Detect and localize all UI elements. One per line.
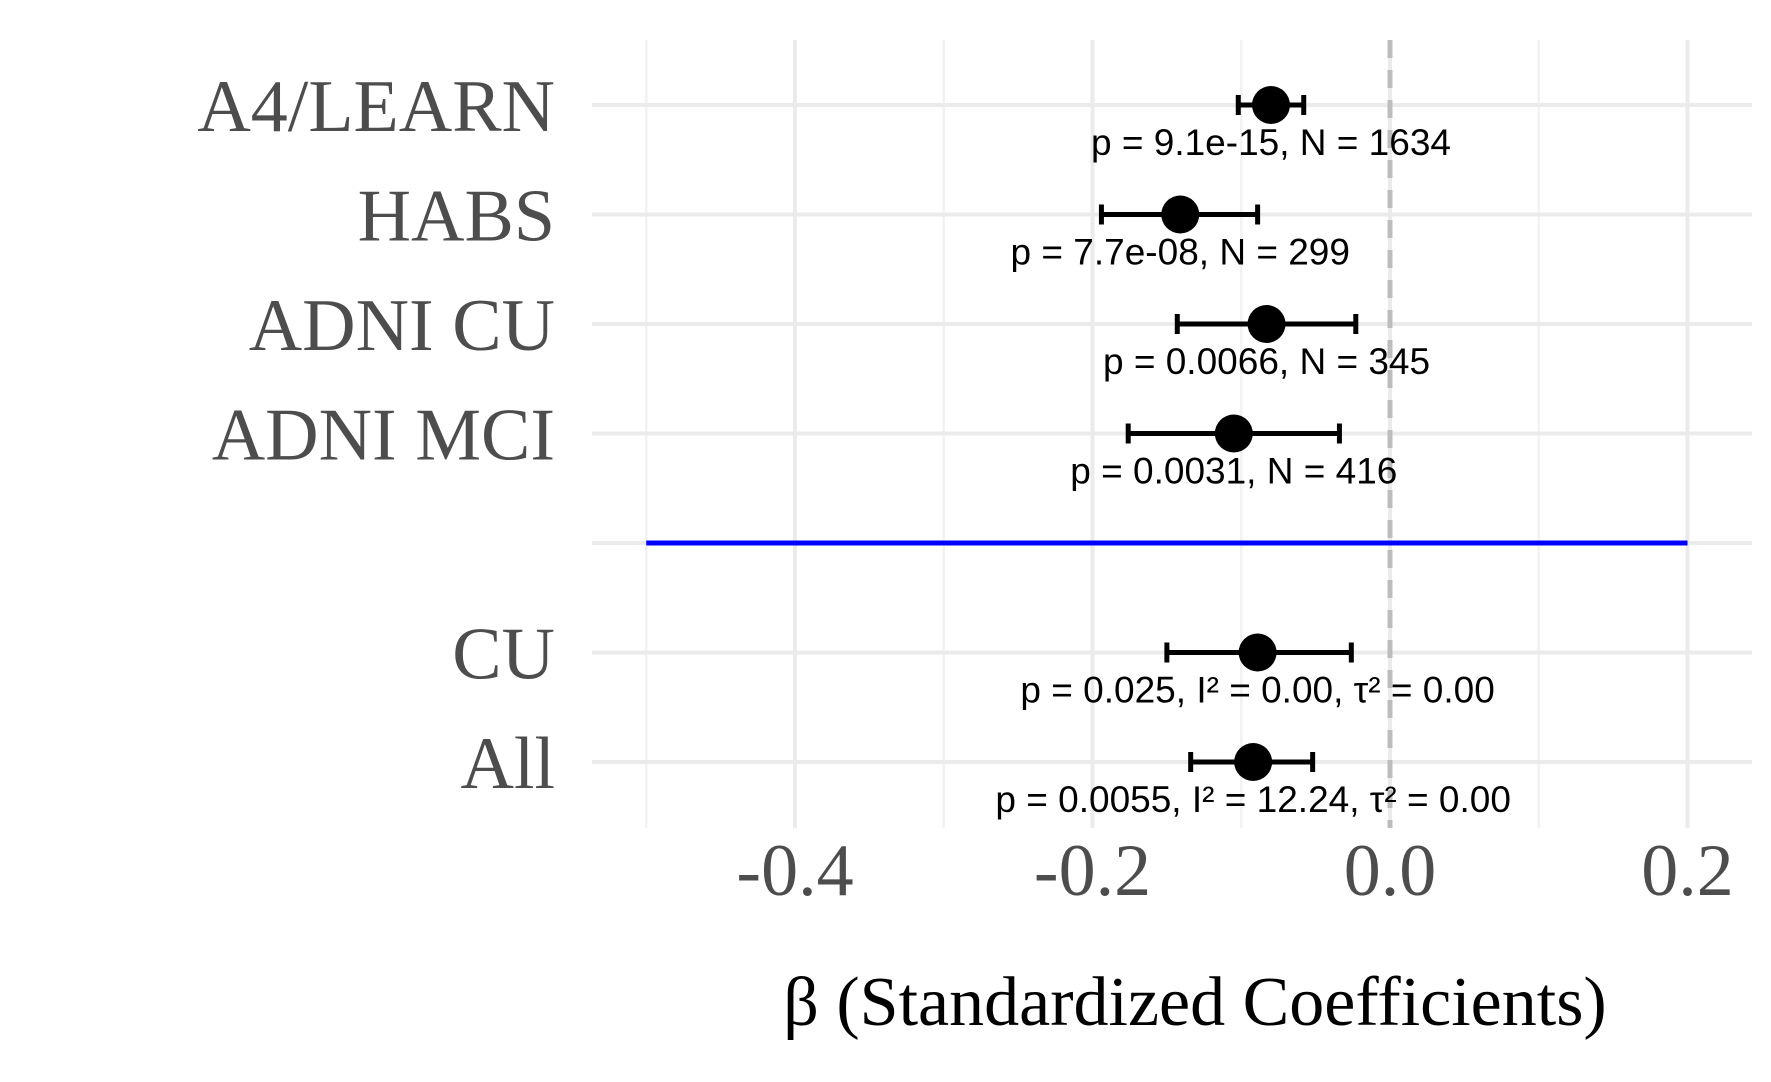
- annotation-label: p = 0.0066, N = 345: [1103, 341, 1430, 382]
- row-label: HABS: [358, 176, 555, 258]
- row-labels: A4/LEARN HABS ADNI CU ADNI MCI CU All: [197, 66, 555, 805]
- data-marks: p = 9.1e-15, N = 1634 p = 7.7e-08, N = 29…: [995, 86, 1511, 820]
- row-label: All: [460, 723, 555, 805]
- row-label: CU: [452, 614, 555, 696]
- reference-layer: [646, 40, 1688, 828]
- point-estimate: [1214, 414, 1253, 453]
- point-estimate: [1161, 195, 1200, 234]
- annotation-label: p = 0.0055, I² = 12.24, τ² = 0.00: [995, 779, 1511, 820]
- x-tick-label: -0.4: [736, 830, 853, 912]
- point-estimate: [1238, 633, 1277, 672]
- x-tick-label: 0.0: [1344, 830, 1437, 912]
- annotation-label: p = 7.7e-08, N = 299: [1011, 232, 1350, 273]
- x-tick-label: 0.2: [1641, 830, 1734, 912]
- point-estimate: [1252, 86, 1290, 124]
- x-axis-title: β (Standardized Coefficients): [783, 964, 1607, 1041]
- point-estimate: [1234, 743, 1273, 781]
- row-label: A4/LEARN: [197, 66, 555, 148]
- x-tick-label: -0.2: [1034, 830, 1151, 912]
- annotation-label: p = 0.025, I² = 0.00, τ² = 0.00: [1020, 670, 1494, 711]
- annotation-label: p = 0.0031, N = 416: [1070, 451, 1397, 492]
- point-estimate: [1247, 305, 1286, 343]
- row-label: ADNI MCI: [212, 395, 555, 477]
- row-label: ADNI CU: [249, 285, 555, 367]
- annotation-label: p = 9.1e-15, N = 1634: [1091, 122, 1451, 163]
- x-axis-ticks: -0.4 -0.2 0.0 0.2: [736, 830, 1733, 912]
